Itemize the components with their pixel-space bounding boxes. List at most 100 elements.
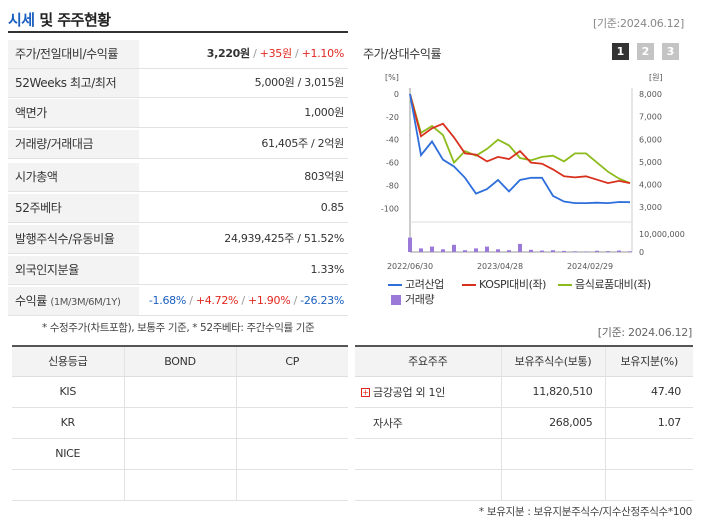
return-1m: -1.68% xyxy=(148,294,186,307)
volume-bar xyxy=(540,250,544,252)
volume-bar xyxy=(628,251,632,252)
volume-bar xyxy=(419,248,423,252)
legend-kospi: KOSPI대비(좌) xyxy=(462,276,546,292)
row-label: 거래량/거래대금 xyxy=(8,130,139,158)
volume-bar xyxy=(551,250,555,252)
row-label: 수익률 (1M/3M/6M/1Y) xyxy=(8,287,139,315)
chart-tab-2[interactable]: 2 xyxy=(637,43,654,60)
legend-price: 고려산업 xyxy=(388,276,444,292)
row-label: 발행주식수/유동비율 xyxy=(8,225,139,253)
credit-rating-table: 신용등급 BOND CP KIS KR NICE xyxy=(12,345,348,501)
row-value: 1,000원 xyxy=(304,106,344,119)
beta-row: 52주베타 0.85 xyxy=(8,194,348,223)
right-tick-label: 8,000 xyxy=(639,90,662,99)
volume-bar xyxy=(463,250,467,252)
volume-bar xyxy=(573,251,577,252)
returns-value: -1.68% / +4.72% / +1.90% / -26.23% xyxy=(148,294,344,307)
col-header: CP xyxy=(235,345,348,377)
row-value: 0.85 xyxy=(320,201,345,214)
price-change: +35원 xyxy=(259,47,292,60)
chart-tab-3[interactable]: 3 xyxy=(662,43,679,60)
table-row: + 금강공업 외 1인 11,820,510 47.40 xyxy=(355,376,693,408)
row-value: 5,000원 / 3,015원 xyxy=(254,76,345,89)
left-axis-unit: [%] xyxy=(385,73,399,82)
col-header: 보유지분(%) xyxy=(604,345,693,377)
volume-bar xyxy=(507,250,511,252)
col-header: BOND xyxy=(123,345,236,377)
right-tick-label: 6,000 xyxy=(639,135,662,144)
volume-bar xyxy=(474,248,478,252)
table-row: KR xyxy=(12,407,348,439)
table-row: KIS xyxy=(12,376,348,408)
volume-bar xyxy=(562,250,566,252)
row-label: 시가총액 xyxy=(8,163,139,191)
return-6m: +1.90% xyxy=(248,294,291,307)
volume-bar xyxy=(430,246,434,252)
legend-box-icon xyxy=(391,295,401,305)
table-row xyxy=(12,469,348,501)
return-3m: +4.72% xyxy=(195,294,239,307)
col-header: 신용등급 xyxy=(12,345,124,377)
volume-bar xyxy=(584,251,588,252)
52week-row: 52Weeks 최고/최저 5,000원 / 3,015원 xyxy=(8,69,348,98)
legend-line-icon xyxy=(462,284,476,286)
holders-footnote: * 보유지분 : 보유지분주식수/지수산정주식수*100 xyxy=(478,506,692,518)
left-tick-label: -40 xyxy=(386,136,399,145)
volume-bar xyxy=(485,246,489,252)
market-cap-row: 시가총액 803억원 xyxy=(8,163,348,192)
left-tick-label: 0 xyxy=(394,90,399,99)
price-chart: [%] [원] 0 -20 -40 -60 -80 -100 8,000 7,000 6,000 5,… xyxy=(381,73,685,271)
shares-row: 발행주식수/유동비율 24,939,425주 / 51.52% xyxy=(8,225,348,254)
left-tick-label: -60 xyxy=(386,159,399,168)
right-tick-label: 3,000 xyxy=(639,203,662,212)
table-row: NICE xyxy=(12,438,348,470)
par-value-row: 액면가 1,000원 xyxy=(8,99,348,128)
table-row: 자사주 268,005 1.07 xyxy=(355,407,693,439)
x-tick-label: 2024/02/29 xyxy=(567,262,613,271)
holder-name: + 금강공업 외 1인 xyxy=(355,376,501,408)
series-line-price xyxy=(409,93,631,205)
left-tick-label: -80 xyxy=(386,181,399,190)
volume-tick-label: 10,000,000 xyxy=(639,230,685,239)
row-value: 61,405주 / 2억원 xyxy=(261,137,344,150)
foreign-row: 외국인지분율 1.33% xyxy=(8,256,348,285)
expand-icon[interactable]: + xyxy=(361,388,370,397)
volume-bar xyxy=(529,249,533,252)
x-tick-label: 2022/06/30 xyxy=(387,262,433,271)
row-label: 52주베타 xyxy=(8,194,139,222)
volume-bar xyxy=(441,249,445,252)
volume-bar xyxy=(518,243,522,252)
price-row: 주가/전일대비/수익률 3,220원 / +35원 / +1.10% xyxy=(8,40,348,69)
x-tick-label: 2023/04/28 xyxy=(477,262,523,271)
row-label: 주가/전일대비/수익률 xyxy=(8,40,139,68)
volume-bar xyxy=(595,250,599,252)
holder-name: 자사주 xyxy=(355,407,501,439)
holder-pct: 1.07 xyxy=(604,407,693,439)
right-tick-label: 7,000 xyxy=(639,113,662,122)
row-value: 803억원 xyxy=(304,170,344,183)
current-price: 3,220원 xyxy=(206,47,250,60)
row-label: 52Weeks 최고/최저 xyxy=(8,69,139,97)
chart-title: 주가/상대수익률 xyxy=(363,47,442,61)
table-row xyxy=(355,438,693,470)
base-date-2: [기준: 2024.06.12] xyxy=(597,326,693,339)
col-header: 주요주주 xyxy=(355,345,501,377)
series-line-sector xyxy=(409,93,631,184)
section-title-main: 시세 xyxy=(8,11,35,29)
chart-tab-1[interactable]: 1 xyxy=(612,43,629,60)
row-label: 외국인지분율 xyxy=(8,256,139,284)
price-table-note: * 수정주가(차트포함), 보통주 기준, * 52주베타: 주간수익률 기준 xyxy=(42,322,315,334)
row-label: 액면가 xyxy=(8,99,139,127)
right-tick-label: 5,000 xyxy=(639,158,662,167)
holder-shares: 268,005 xyxy=(500,407,605,439)
section-title-sub: 및 주주현황 xyxy=(34,11,111,29)
legend-sector: 음식료품대비(좌) xyxy=(558,276,651,292)
volume-bar xyxy=(408,237,412,252)
header-divider xyxy=(8,31,348,33)
holder-shares: 11,820,510 xyxy=(500,376,605,408)
volume-bar xyxy=(452,244,456,252)
right-axis-unit: [원] xyxy=(649,73,663,82)
holder-pct: 47.40 xyxy=(604,376,693,408)
volume-tick-label: 0 xyxy=(639,248,644,257)
price-value: 3,220원 / +35원 / +1.10% xyxy=(206,47,345,60)
